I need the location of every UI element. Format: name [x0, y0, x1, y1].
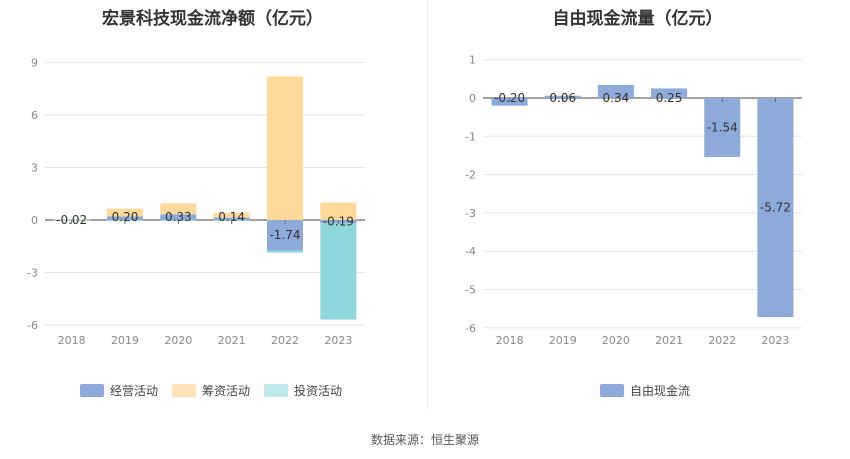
bar-自由现金流-2021 — [651, 88, 688, 98]
legend-swatch — [80, 384, 104, 397]
bar-经营活动-2020 — [160, 214, 197, 220]
legend-item[interactable]: 筹资活动 — [172, 382, 250, 399]
y-tick-label: -6 — [465, 322, 476, 335]
data-label: 0.14 — [218, 210, 245, 224]
legend-swatch — [264, 384, 289, 397]
y-tick-label: 3 — [31, 162, 38, 175]
bar-筹资活动-2023 — [320, 202, 357, 220]
legend-label: 投资活动 — [294, 384, 343, 398]
x-tick-label: 2021 — [655, 334, 683, 347]
left-legend: 经营活动 筹资活动 投资活动 — [80, 382, 356, 399]
x-tick-label: 2021 — [218, 334, 246, 347]
bar-自由现金流-2019 — [544, 95, 581, 98]
x-tick-label: 2022 — [271, 334, 299, 347]
chart-1: 9 6 3 0 -3 -6 -0.02 2018 0.20 2019 0.33 2020 0.14 202… — [27, 57, 365, 347]
y-tick-label: 1 — [469, 54, 476, 67]
data-source: 数据来源：恒生聚源 — [370, 433, 479, 447]
data-label: -0.20 — [494, 91, 525, 105]
x-tick-label: 2023 — [324, 334, 352, 347]
legend-swatch — [172, 384, 197, 397]
x-tick-label: 2018 — [58, 334, 86, 347]
bar-投资活动-2023 — [320, 223, 357, 320]
y-tick-label: -1 — [465, 130, 476, 143]
bar-经营活动-2019 — [107, 216, 143, 220]
y-tick-label: 6 — [31, 109, 38, 122]
x-tick-label: 2020 — [164, 334, 192, 347]
x-tick-label: 2018 — [496, 334, 524, 347]
bar-经营活动-2022 — [267, 220, 303, 251]
x-tick-label: 2019 — [111, 334, 139, 347]
y-tick-label: -2 — [465, 169, 476, 182]
bar-筹资活动-2022 — [267, 76, 303, 220]
bar-投资活动-2022 — [267, 250, 303, 253]
bar-经营活动-2021 — [213, 217, 250, 220]
bar-筹资活动-2019 — [107, 208, 143, 217]
x-tick-label: 2019 — [549, 334, 577, 347]
y-tick-label: 9 — [31, 57, 38, 70]
data-label: -1.54 — [707, 120, 738, 134]
bar-自由现金流-2020 — [597, 84, 634, 98]
y-tick-label: -3 — [27, 267, 38, 280]
data-label: 0.34 — [603, 91, 630, 105]
legend-swatch — [600, 384, 624, 397]
y-tick-label: -3 — [465, 207, 476, 220]
panel-divider — [427, 0, 428, 410]
x-tick-label: 2020 — [602, 334, 630, 347]
y-tick-label: -5 — [465, 284, 476, 297]
legend-item[interactable]: 投资活动 — [264, 382, 342, 399]
data-label: 0.06 — [549, 91, 576, 105]
left-chart-title: 宏景科技现金流净额（亿元） — [102, 9, 323, 29]
chart-2: 1 0 -1 -2 -3 -4 -5 -6 -0.20 2018 0.06 2019 0.34 2020 0… — [465, 54, 802, 347]
x-tick-label: 2023 — [761, 334, 789, 347]
right-chart-title: 自由现金流量（亿元） — [552, 9, 723, 29]
legend-item[interactable]: 自由现金流 — [600, 382, 690, 399]
bar-自由现金流-2023 — [757, 98, 794, 318]
y-tick-label: -6 — [27, 319, 38, 332]
y-tick-label: -4 — [465, 245, 476, 258]
data-label: 0.20 — [112, 210, 139, 224]
data-label: -1.74 — [269, 228, 300, 242]
legend-label: 自由现金流 — [630, 384, 691, 398]
legend-label: 经营活动 — [110, 384, 159, 398]
x-tick-label: 2022 — [708, 334, 736, 347]
data-label: -0.19 — [323, 215, 354, 229]
bar-自由现金流-2022 — [704, 98, 741, 157]
y-tick-label: 0 — [469, 92, 476, 105]
legend-item[interactable]: 经营活动 — [80, 382, 158, 399]
data-label: -5.72 — [760, 201, 791, 215]
right-legend: 自由现金流 — [600, 382, 704, 399]
bar-筹资活动-2020 — [160, 203, 197, 215]
data-label: 0.25 — [656, 91, 683, 105]
legend-label: 筹资活动 — [202, 384, 251, 398]
y-tick-label: 0 — [31, 214, 38, 227]
bar-筹资活动-2021 — [213, 212, 250, 218]
data-label: 0.33 — [165, 210, 192, 224]
data-label: -0.02 — [56, 213, 87, 227]
